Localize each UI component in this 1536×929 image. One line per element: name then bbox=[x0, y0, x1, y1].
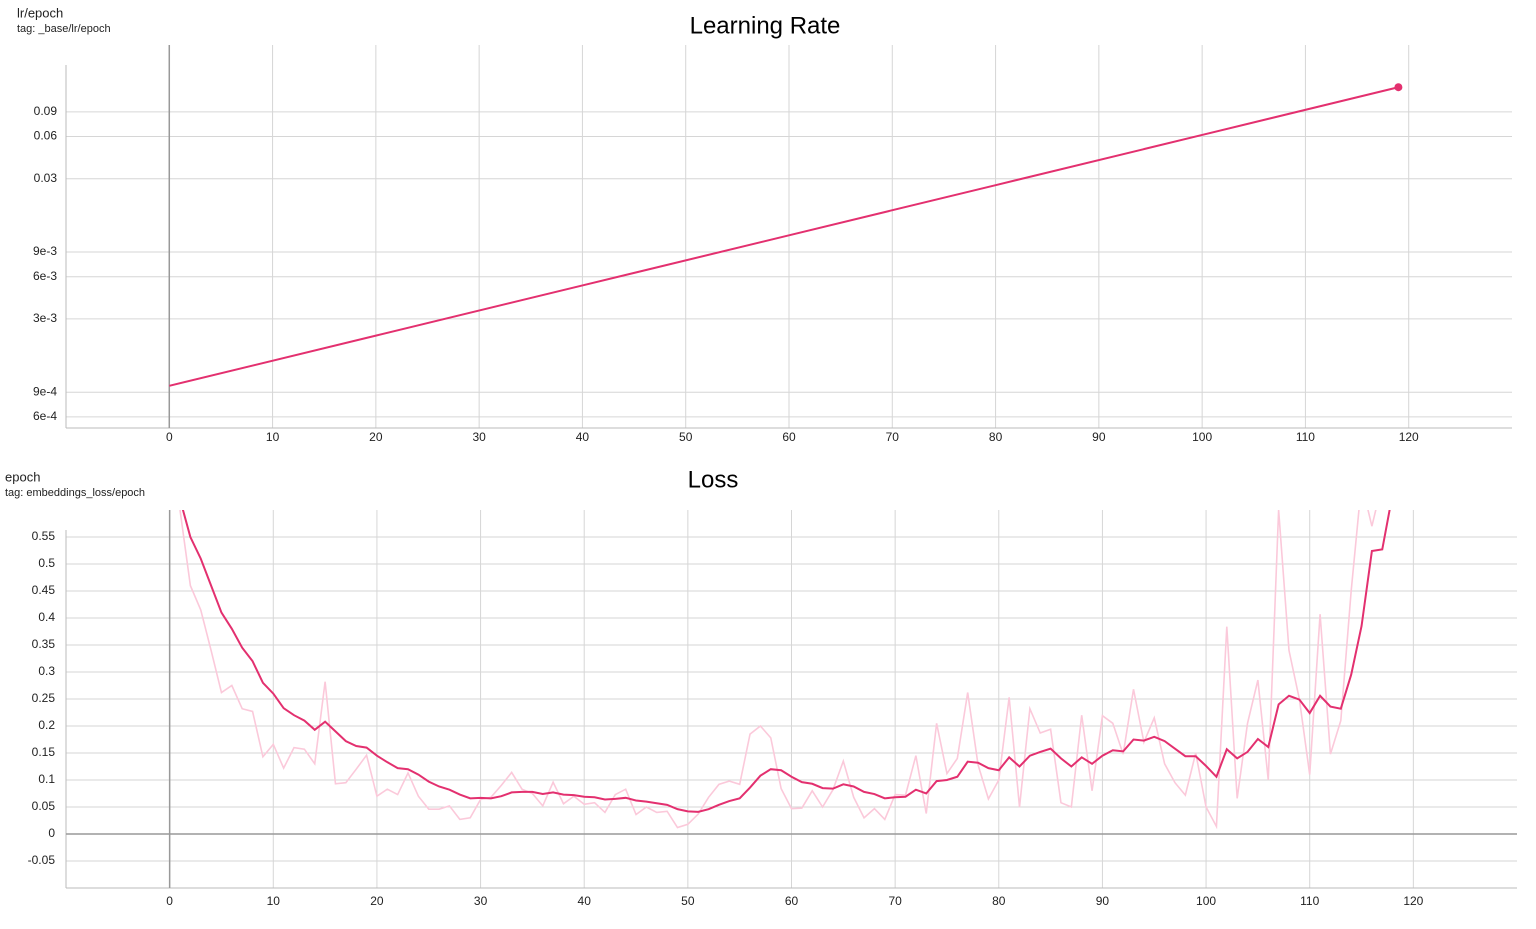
x-tick-label: 0 bbox=[166, 430, 173, 444]
x-tick-label: 60 bbox=[785, 894, 799, 908]
chart-header: lr/epoch bbox=[17, 5, 63, 20]
y-tick-label: 0.55 bbox=[32, 529, 56, 543]
y-tick-label: 6e-4 bbox=[33, 409, 57, 423]
y-tick-label: 0.05 bbox=[32, 799, 56, 813]
x-tick-label: 30 bbox=[474, 894, 488, 908]
y-tick-label: 0.03 bbox=[34, 171, 58, 185]
x-tick-label: 80 bbox=[992, 894, 1006, 908]
x-tick-label: 50 bbox=[679, 430, 693, 444]
y-tick-label: 3e-3 bbox=[33, 311, 57, 325]
y-tick-label: 9e-3 bbox=[33, 244, 57, 258]
y-tick-label: 0.15 bbox=[32, 745, 56, 759]
x-tick-label: 80 bbox=[989, 430, 1003, 444]
x-tick-label: 10 bbox=[266, 430, 280, 444]
y-tick-label: 0.1 bbox=[38, 772, 55, 786]
last-point bbox=[1394, 83, 1403, 92]
y-tick-label: 0.09 bbox=[34, 104, 58, 118]
chart-header: epoch bbox=[5, 469, 40, 484]
x-tick-label: 100 bbox=[1196, 894, 1216, 908]
chart-title: Learning Rate bbox=[690, 12, 841, 39]
y-tick-label: 0.35 bbox=[32, 637, 56, 651]
chart-tag: tag: embeddings_loss/epoch bbox=[5, 487, 145, 499]
y-tick-label: 0.5 bbox=[38, 556, 55, 570]
x-tick-label: 40 bbox=[578, 894, 592, 908]
x-tick-label: 120 bbox=[1403, 894, 1423, 908]
x-tick-label: 0 bbox=[166, 894, 173, 908]
y-tick-label: -0.05 bbox=[28, 853, 56, 867]
x-tick-label: 110 bbox=[1300, 894, 1319, 908]
x-tick-label: 100 bbox=[1192, 430, 1212, 444]
x-tick-label: 20 bbox=[370, 894, 384, 908]
data-line bbox=[181, 510, 1391, 813]
y-tick-label: 0.4 bbox=[38, 610, 55, 624]
chart-panel: lr/epoch tag: _base/lr/epoch Learning Rate… bbox=[17, 5, 1512, 444]
x-tick-label: 90 bbox=[1096, 894, 1110, 908]
chart-title: Loss bbox=[688, 466, 739, 493]
y-tick-label: 0 bbox=[48, 826, 55, 840]
x-tick-label: 60 bbox=[782, 430, 796, 444]
data-line bbox=[179, 510, 1377, 830]
y-tick-label: 9e-4 bbox=[33, 384, 57, 398]
chart-tag: tag: _base/lr/epoch bbox=[17, 23, 111, 35]
y-tick-label: 0.25 bbox=[32, 691, 56, 705]
x-tick-label: 30 bbox=[472, 430, 486, 444]
x-tick-label: 90 bbox=[1092, 430, 1106, 444]
x-tick-label: 10 bbox=[267, 894, 281, 908]
x-tick-label: 20 bbox=[369, 430, 383, 444]
y-tick-label: 0.45 bbox=[32, 583, 56, 597]
x-tick-label: 110 bbox=[1296, 430, 1315, 444]
x-tick-label: 120 bbox=[1399, 430, 1419, 444]
x-tick-label: 50 bbox=[681, 894, 695, 908]
y-tick-label: 0.2 bbox=[38, 718, 55, 732]
y-tick-label: 0.3 bbox=[38, 664, 55, 678]
data-line bbox=[169, 86, 1399, 387]
x-tick-label: 70 bbox=[886, 430, 900, 444]
x-tick-label: 70 bbox=[888, 894, 902, 908]
chart-panel: epoch tag: embeddings_loss/epoch Loss -0.05… bbox=[5, 466, 1517, 908]
y-tick-label: 6e-3 bbox=[33, 269, 57, 283]
x-tick-label: 40 bbox=[576, 430, 590, 444]
y-tick-label: 0.06 bbox=[34, 129, 58, 143]
